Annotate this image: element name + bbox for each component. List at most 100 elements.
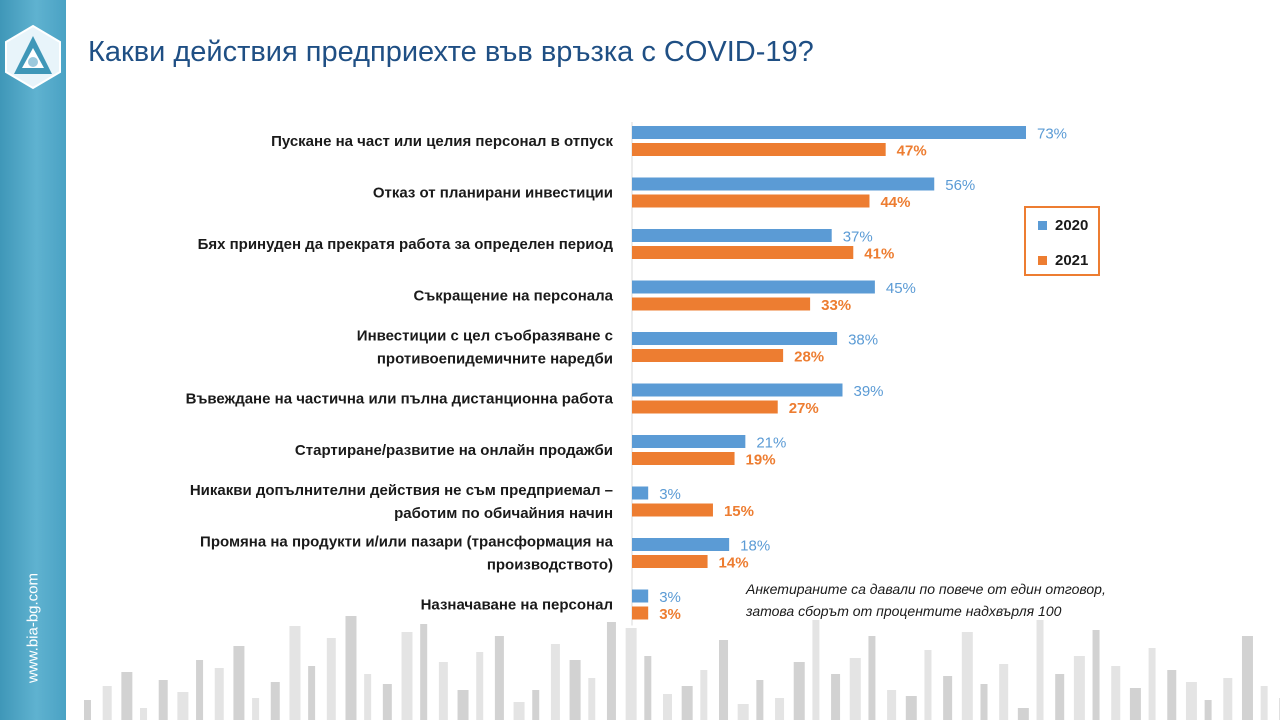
data-label-2020: 37%	[843, 229, 873, 246]
decor-bar	[775, 698, 785, 720]
decor-bar	[1148, 648, 1156, 720]
decor-bar	[1260, 686, 1268, 720]
decor-bar	[606, 622, 616, 720]
decor-bar	[289, 626, 301, 720]
decor-bar	[1185, 682, 1197, 720]
decor-bar	[756, 680, 764, 720]
category-label: производството)	[487, 557, 613, 574]
legend-swatch-2021	[1038, 256, 1047, 265]
category-label: Отказ от планирани инвестиции	[373, 185, 613, 202]
category-label: Съкращение на персонала	[414, 288, 614, 305]
decor-bar	[252, 698, 260, 720]
footnote-line-1: Анкетираните са давали по повече от един…	[746, 581, 1106, 597]
footnote: Анкетираните са давали по повече от един…	[746, 578, 1106, 622]
bar-2021	[632, 452, 735, 465]
decor-bar	[364, 674, 372, 720]
decor-bar	[1223, 678, 1233, 720]
decor-bar	[980, 684, 988, 720]
decor-bar	[214, 668, 224, 720]
data-label-2020: 18%	[740, 538, 770, 555]
decor-bar	[1017, 708, 1029, 720]
decor-bar	[345, 616, 357, 720]
decor-bar	[905, 696, 917, 720]
bar-2021	[632, 400, 778, 414]
bar-2020	[632, 229, 832, 242]
bar-2021	[632, 143, 886, 156]
data-label-2021: 33%	[821, 297, 851, 314]
bar-2020	[632, 383, 843, 397]
legend: 2020 2021	[1024, 206, 1100, 276]
data-label-2021: 15%	[724, 503, 754, 520]
data-label-2021: 19%	[746, 452, 776, 469]
decor-bar	[961, 632, 973, 720]
decor-bar	[1036, 620, 1044, 720]
category-label: Стартиране/развитие на онлайн продажби	[295, 442, 613, 459]
data-label-2020: 39%	[853, 383, 883, 400]
decor-bar	[887, 690, 897, 720]
decor-bar	[831, 674, 841, 720]
decor-bar	[924, 650, 932, 720]
data-label-2021: 27%	[789, 400, 819, 417]
data-label-2020: 3%	[659, 589, 681, 606]
decor-bar	[662, 694, 672, 720]
decor-bar	[569, 660, 581, 720]
footnote-line-2: затова сборът от процентите надхвърля 10…	[746, 603, 1062, 619]
bar-2021	[632, 503, 713, 517]
data-label-2021: 28%	[794, 349, 824, 366]
bia-logo-icon	[5, 24, 61, 90]
data-label-2020: 38%	[848, 332, 878, 349]
category-label: Промяна на продукти и/или пазари (трансф…	[200, 534, 614, 551]
legend-label-2021: 2021	[1055, 252, 1089, 269]
decor-bar	[102, 686, 112, 720]
decor-bar	[532, 690, 540, 720]
decor-bar	[1167, 670, 1177, 720]
legend-label-2020: 2020	[1055, 217, 1089, 234]
decor-bar	[308, 666, 316, 720]
decorative-bars	[84, 616, 1280, 720]
data-label-2020: 21%	[756, 435, 786, 452]
bar-2021	[632, 555, 708, 568]
decor-bar	[233, 646, 245, 720]
decor-bar	[812, 620, 820, 720]
decor-bar	[121, 672, 133, 720]
decor-bar	[737, 704, 749, 720]
data-label-2021: 41%	[864, 246, 894, 263]
bar-2020	[632, 486, 649, 500]
decor-bar	[625, 628, 637, 720]
decor-bar	[681, 686, 693, 720]
data-label-2021: 14%	[719, 555, 749, 572]
decor-bar	[793, 662, 805, 720]
decor-bar	[1241, 636, 1253, 720]
decor-bar	[177, 692, 189, 720]
category-label: Пускане на част или целия персонал в отп…	[271, 133, 613, 150]
decor-bar	[1129, 688, 1141, 720]
category-label: Инвестиции с цел съобразяване с	[357, 328, 613, 345]
bar-2020	[632, 177, 935, 191]
page-title: Какви действия предприехте във връзка с …	[88, 36, 814, 68]
bar-2020	[632, 435, 746, 448]
legend-item-2021: 2021	[1038, 252, 1088, 269]
decor-bar	[158, 680, 168, 720]
decor-bar	[140, 708, 148, 720]
decor-bar	[943, 676, 953, 720]
decor-bar	[700, 670, 708, 720]
decor-bar	[494, 636, 504, 720]
bar-2021	[632, 297, 811, 311]
legend-swatch-2020	[1038, 221, 1047, 230]
decor-bar	[438, 662, 448, 720]
bar-2021	[632, 606, 649, 620]
decor-bar	[644, 656, 652, 720]
decor-bar	[420, 624, 428, 720]
data-label-2020: 56%	[945, 177, 975, 194]
decor-bar	[588, 678, 596, 720]
legend-item-2020: 2020	[1038, 217, 1088, 234]
bar-2020	[632, 538, 730, 551]
bar-2020	[632, 332, 838, 345]
decor-bar	[1111, 666, 1121, 720]
decor-bar	[270, 682, 280, 720]
category-label: Никакви допълнителни действия не съм пре…	[190, 482, 613, 499]
data-label-2021: 44%	[880, 194, 910, 211]
decor-bar	[868, 636, 876, 720]
category-label: противоепидемичните наредби	[377, 351, 613, 368]
decor-bar	[382, 684, 392, 720]
